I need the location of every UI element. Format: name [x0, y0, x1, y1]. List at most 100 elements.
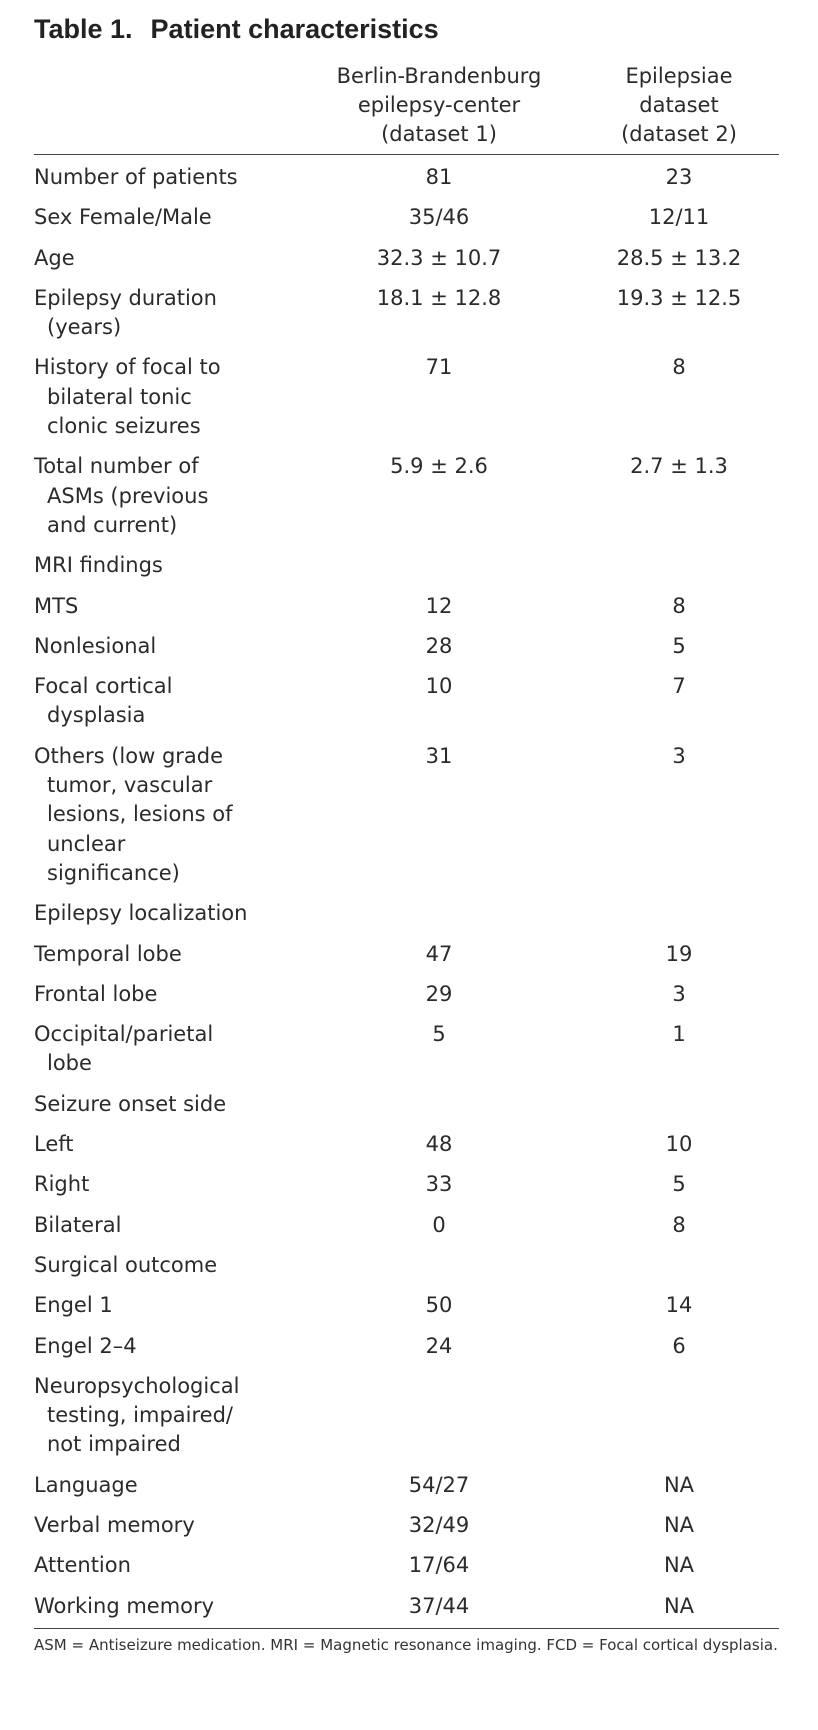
- cell-dataset-1: 12: [425, 593, 453, 618]
- cell-dataset-1: 17/64: [408, 1553, 470, 1578]
- cell-dataset-1: 32.3 ± 10.7: [376, 245, 502, 270]
- row-label: Frontal lobe: [34, 981, 158, 1006]
- cell-dataset-2: 19: [665, 941, 693, 966]
- table-row: Age 32.3 ± 10.7 28.5 ± 13.2: [34, 244, 779, 273]
- table-header: Berlin-Brandenburg epilepsy-center (data…: [34, 62, 779, 155]
- row-label: Epilepsy localization: [34, 901, 248, 926]
- table-row: Left 48 10: [34, 1130, 779, 1159]
- cell-dataset-2: 19.3 ± 12.5: [616, 285, 742, 310]
- row-label: Sex Female/Male: [34, 205, 212, 230]
- row-label: Verbal memory: [34, 1512, 195, 1537]
- cell-dataset-2: 14: [665, 1293, 693, 1318]
- table-row: Bilateral 0 8: [34, 1211, 779, 1240]
- cell-dataset-2: 5: [672, 633, 686, 658]
- row-label: Number of patients: [34, 165, 238, 189]
- table-row: Language 54/27 NA: [34, 1471, 779, 1500]
- table-row: Number of patients 81 23: [34, 163, 779, 192]
- cell-dataset-2: 28.5 ± 13.2: [616, 245, 742, 270]
- row-label: Focal cortical dysplasia: [34, 674, 173, 728]
- cell-dataset-2: 10: [665, 1132, 693, 1157]
- table-row: Verbal memory 32/49 NA: [34, 1511, 779, 1540]
- table-title: Table 1. Patient characteristics: [34, 14, 439, 44]
- row-label: Engel 1: [34, 1293, 113, 1318]
- table-row: Right 33 5: [34, 1170, 779, 1199]
- row-label: Engel 2–4: [34, 1333, 137, 1358]
- table-row: MRI findings: [34, 551, 779, 580]
- row-label: Nonlesional: [34, 633, 157, 658]
- table-row: History of focal to bilateral tonic clonic…: [34, 353, 779, 441]
- row-label: Left: [34, 1132, 74, 1157]
- table-row: Engel 1 50 14: [34, 1291, 779, 1320]
- cell-dataset-1: 81: [425, 165, 453, 189]
- cell-dataset-1: 47: [425, 941, 453, 966]
- cell-dataset-2: 7: [672, 674, 686, 699]
- cell-dataset-2: NA: [663, 1593, 695, 1618]
- row-label: Seizure onset side: [34, 1091, 227, 1116]
- row-label: MTS: [34, 593, 79, 618]
- cell-dataset-1: 0: [432, 1212, 446, 1237]
- cell-dataset-1: 50: [425, 1293, 453, 1318]
- cell-dataset-2: 2.7 ± 1.3: [630, 454, 728, 479]
- row-label: Neuropsychological testing, impaired/not …: [34, 1373, 240, 1457]
- cell-dataset-1: 37/44: [408, 1593, 470, 1618]
- cell-dataset-2: 6: [672, 1333, 686, 1358]
- cell-dataset-1: 35/46: [408, 205, 470, 230]
- table-row: Epilepsy localization: [34, 899, 779, 928]
- table-row: Sex Female/Male 35/46 12/11: [34, 203, 779, 232]
- row-label: Bilateral: [34, 1212, 122, 1237]
- cell-dataset-2: NA: [663, 1512, 695, 1537]
- cell-dataset-1: 24: [425, 1333, 453, 1358]
- cell-dataset-1: 33: [425, 1172, 453, 1197]
- table-row: Focal cortical dysplasia 10 7: [34, 672, 779, 731]
- cell-dataset-1: 32/49: [408, 1512, 470, 1537]
- table-row: Epilepsy duration (years) 18.1 ± 12.8 19.3 …: [34, 284, 779, 343]
- cell-dataset-2: 3: [672, 981, 686, 1006]
- cell-dataset-2: 1: [672, 1022, 686, 1047]
- cell-dataset-2: NA: [663, 1472, 695, 1497]
- row-label: Working memory: [34, 1593, 215, 1618]
- table-row: Working memory 37/44 NA: [34, 1592, 779, 1621]
- table-row: Neuropsychological testing, impaired/not …: [34, 1372, 779, 1460]
- cell-dataset-2: 8: [672, 355, 686, 380]
- row-label: Age: [34, 245, 75, 270]
- row-label: History of focal to bilateral tonic clonic…: [34, 355, 221, 439]
- cell-dataset-2: 23: [665, 165, 693, 189]
- table-row: MTS 12 8: [34, 592, 779, 621]
- cell-dataset-1: 31: [425, 743, 453, 768]
- table-row: Others (low grade tumor, vascular lesions,…: [34, 742, 779, 888]
- cell-dataset-2: 12/11: [648, 205, 710, 230]
- cell-dataset-1: 5.9 ± 2.6: [390, 454, 488, 479]
- cell-dataset-2: 5: [672, 1172, 686, 1197]
- table-row: Total number of ASMs (previous and current…: [34, 452, 779, 540]
- table-footnote: ASM = Antiseizure medication. MRI = Magn…: [34, 1628, 779, 1656]
- cell-dataset-2: 8: [672, 1212, 686, 1237]
- row-label: Surgical outcome: [34, 1252, 218, 1277]
- row-label: Epilepsy duration (years): [34, 285, 217, 340]
- cell-dataset-2: 8: [672, 593, 686, 618]
- row-label: Attention: [34, 1553, 131, 1578]
- cell-dataset-1: 71: [425, 355, 453, 380]
- table-row: Seizure onset side: [34, 1090, 779, 1119]
- row-label: Total number of ASMs (previous and current…: [34, 454, 209, 537]
- cell-dataset-1: 5: [432, 1022, 446, 1047]
- table-row: Occipital/parietal lobe 5 1: [34, 1020, 779, 1079]
- table-row: Temporal lobe 47 19: [34, 940, 779, 969]
- cell-dataset-2: NA: [663, 1553, 695, 1578]
- row-label: Others (low grade tumor, vascular lesions,…: [34, 743, 233, 885]
- cell-dataset-1: 48: [425, 1132, 453, 1157]
- cell-dataset-2: 3: [672, 743, 686, 768]
- table-row: Engel 2–4 24 6: [34, 1332, 779, 1361]
- table-row: Frontal lobe 29 3: [34, 980, 779, 1009]
- row-label: Language: [34, 1472, 138, 1497]
- row-label: MRI findings: [34, 553, 163, 578]
- cell-dataset-1: 28: [425, 633, 453, 658]
- table-row: Nonlesional 28 5: [34, 632, 779, 661]
- table-row: Surgical outcome: [34, 1251, 779, 1280]
- row-label: Occipital/parietal lobe: [34, 1022, 214, 1076]
- table-body: Number of patients 81 23 Sex Female/Male 35/…: [34, 163, 779, 1632]
- cell-dataset-1: 10: [425, 674, 453, 699]
- cell-dataset-1: 29: [425, 981, 453, 1006]
- cell-dataset-1: 18.1 ± 12.8: [376, 285, 502, 310]
- table-row: Attention 17/64 NA: [34, 1551, 779, 1580]
- row-label: Right: [34, 1172, 90, 1197]
